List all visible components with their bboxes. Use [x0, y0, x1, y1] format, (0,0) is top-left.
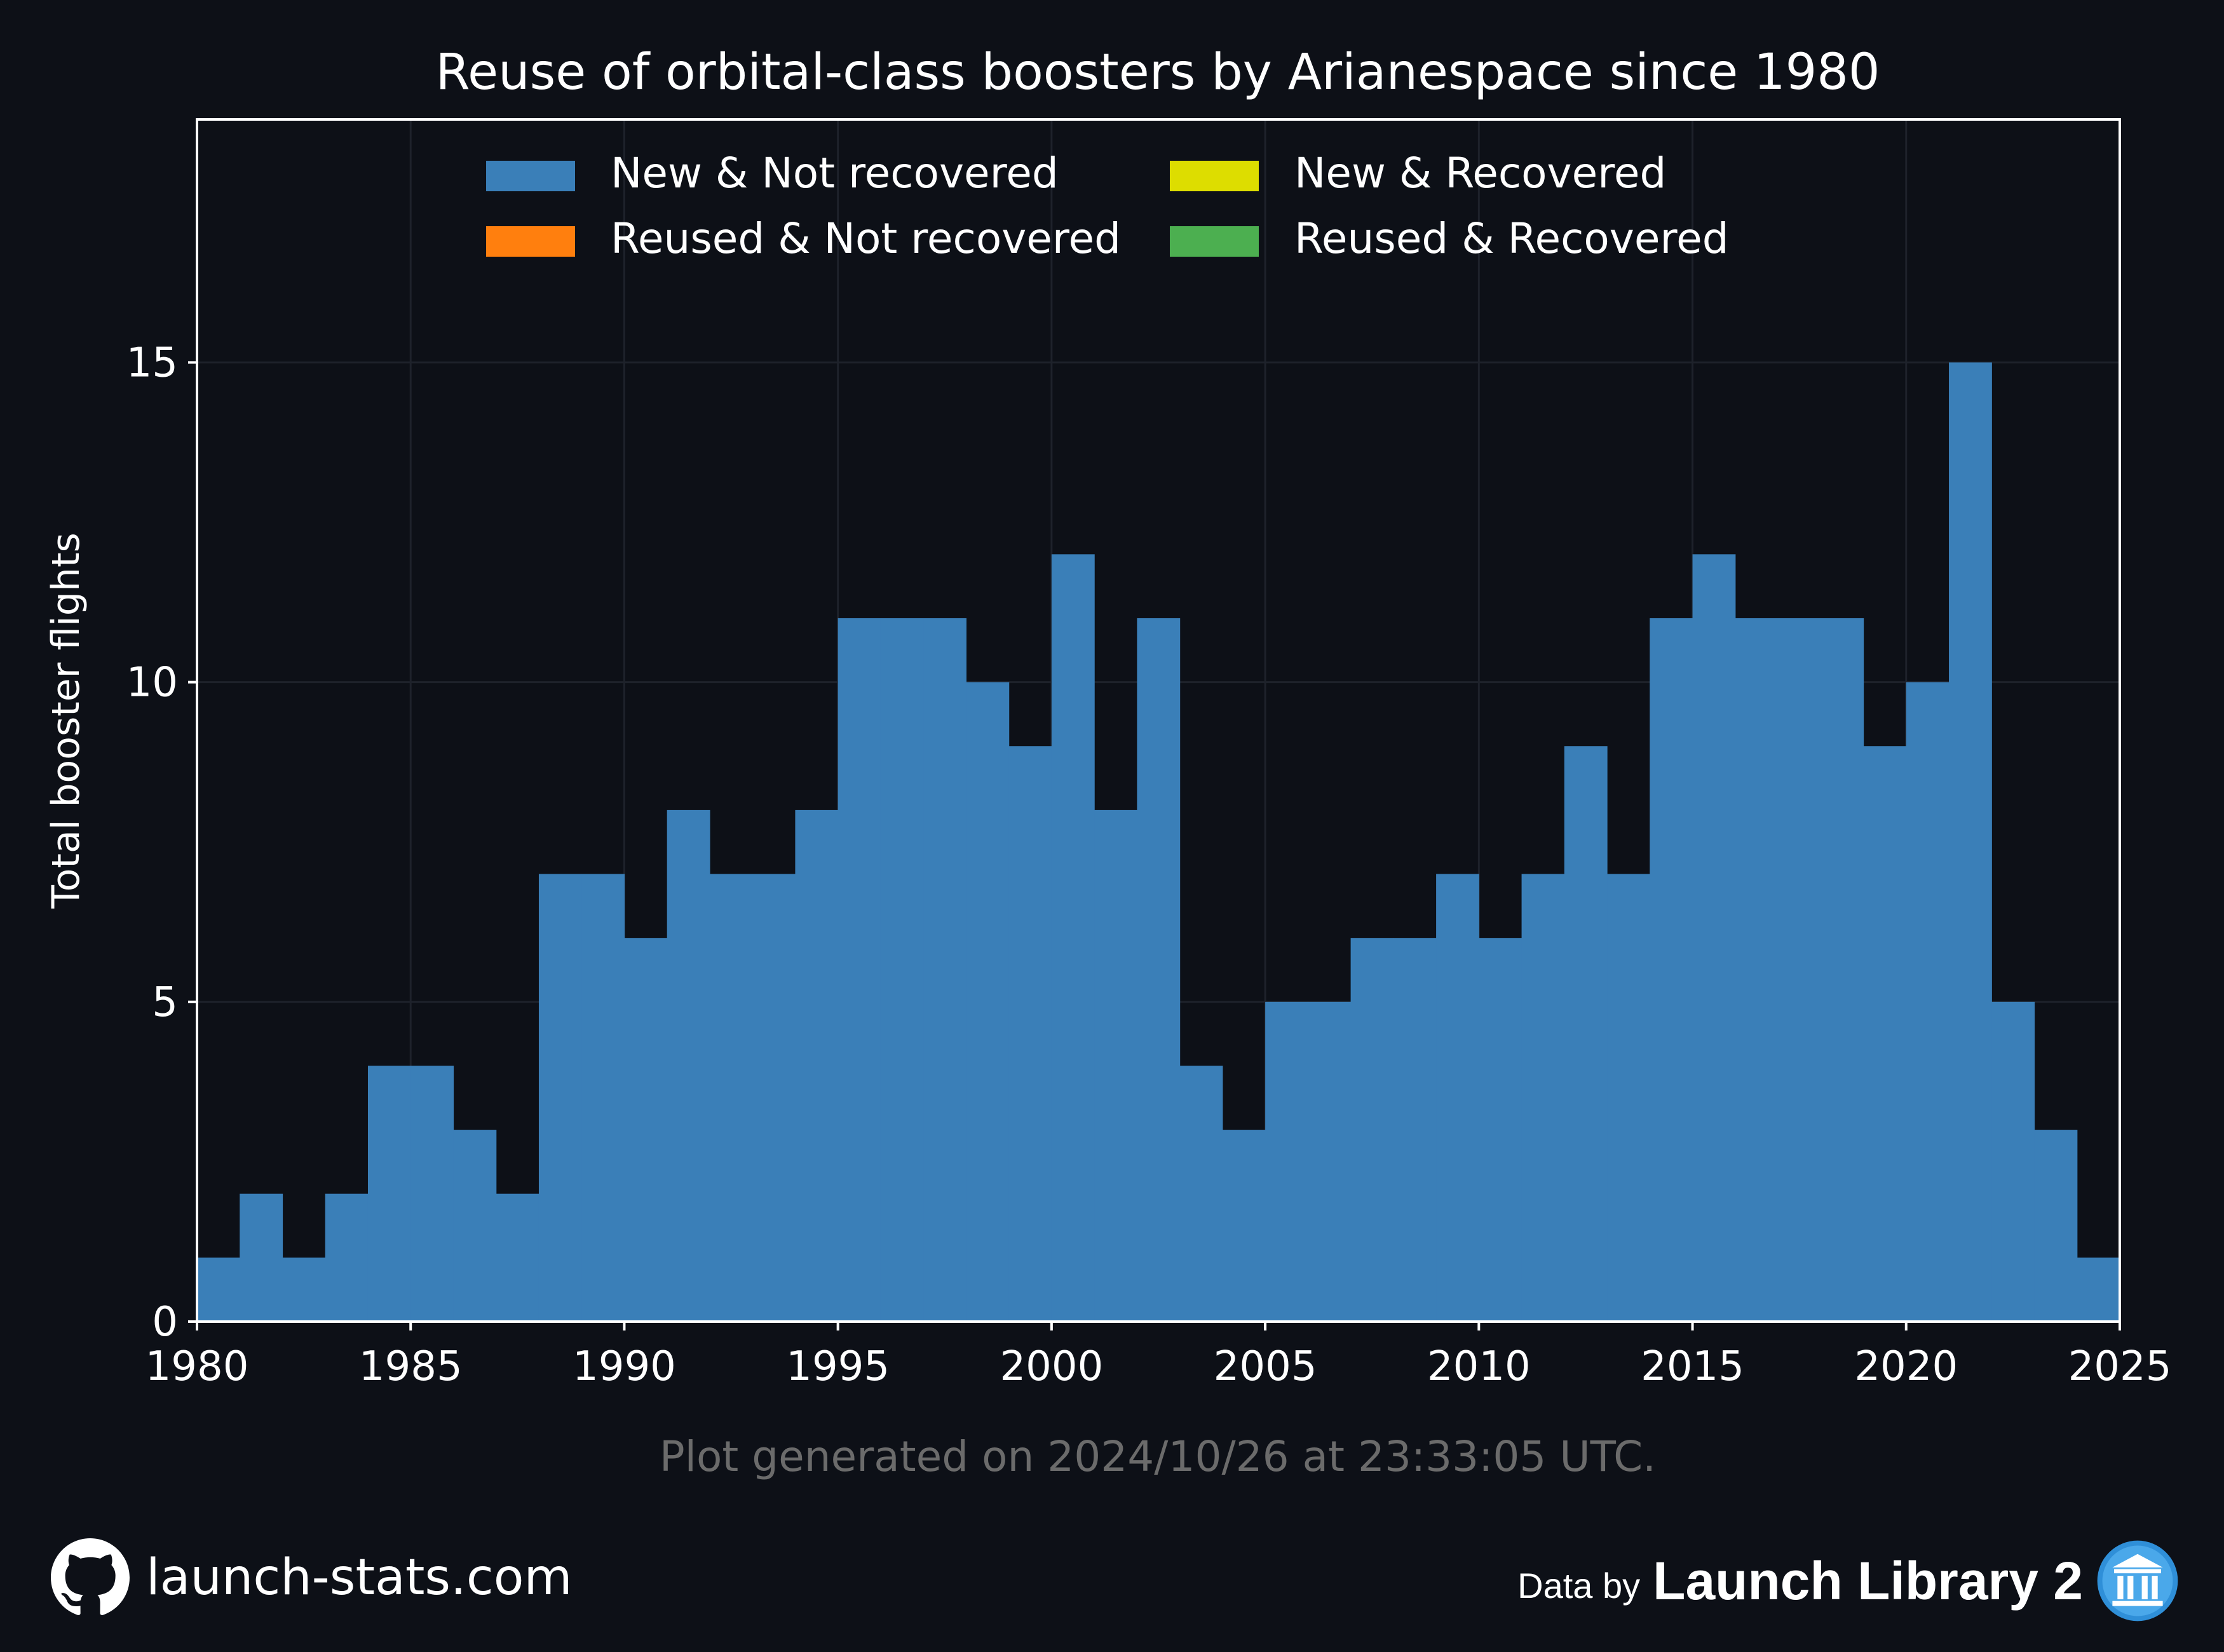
bar: [496, 1193, 539, 1322]
chart-title: Reuse of orbital-class boosters by Arian…: [435, 44, 1880, 101]
bar: [880, 618, 924, 1322]
bar: [1692, 554, 1736, 1322]
bar: [1179, 1066, 1223, 1322]
bar: [2034, 1130, 2078, 1322]
x-tick-label: 1995: [786, 1343, 890, 1390]
legend-label: Reused & Recovered: [1294, 214, 1729, 263]
bar: [1265, 1001, 1308, 1322]
bar: [282, 1257, 326, 1322]
bar: [410, 1066, 454, 1322]
bar: [1051, 554, 1095, 1322]
plot-frame: [196, 118, 2121, 1323]
bar: [1137, 618, 1181, 1322]
y-tick-label: 5: [152, 979, 178, 1026]
legend-swatch: [486, 226, 575, 257]
launch-library-label[interactable]: Launch Library 2: [1653, 1550, 2083, 1611]
bar: [1008, 746, 1052, 1322]
launch-library-icon: [2097, 1540, 2178, 1622]
bar: [1222, 1130, 1266, 1322]
legend: New & Not recovered Reused & Not recovere…: [486, 149, 1729, 263]
bar: [1863, 746, 1907, 1322]
bar: [1564, 746, 1608, 1322]
legend-swatch: [1170, 226, 1259, 257]
data-credit: Data by Launch Library 2: [1517, 1536, 2180, 1625]
bar: [581, 874, 625, 1322]
bar: [1521, 874, 1565, 1322]
legend-label: New & Not recovered: [611, 149, 1059, 198]
bar: [1821, 618, 1864, 1322]
bar: [667, 809, 710, 1322]
bar: [1949, 362, 1992, 1322]
legend-swatch: [1170, 161, 1259, 191]
x-tick-label: 2005: [1214, 1343, 1317, 1390]
x-tick-label: 1990: [573, 1343, 676, 1390]
x-tick-label: 1985: [359, 1343, 463, 1390]
bar: [1650, 618, 1693, 1322]
y-axis: 0 5 10 15: [126, 339, 197, 1346]
site-link[interactable]: launch-stats.com: [146, 1549, 573, 1606]
bar: [1350, 938, 1394, 1322]
bar: [367, 1066, 411, 1322]
y-axis-label: Total booster flights: [44, 532, 88, 909]
bar: [795, 809, 839, 1322]
github-icon: [51, 1538, 130, 1615]
x-axis: 1980 1985 1990 1995 2000 2005 2010 2015 2020 2025: [146, 1322, 2172, 1390]
bar: [1308, 1001, 1352, 1322]
bar: [837, 618, 881, 1322]
bar: [240, 1193, 283, 1322]
x-tick-label: 2010: [1427, 1343, 1531, 1390]
bar: [2077, 1257, 2120, 1322]
bar: [1991, 1001, 2035, 1322]
x-tick-label: 2020: [1854, 1343, 1958, 1390]
bar: [966, 682, 1010, 1322]
legend-swatch: [486, 161, 575, 191]
bar: [1778, 618, 1821, 1322]
x-tick-label: 1980: [146, 1343, 249, 1390]
y-tick-label: 15: [126, 339, 178, 386]
x-tick-label: 2025: [2068, 1343, 2172, 1390]
data-by-label: Data by: [1517, 1565, 1641, 1606]
bar: [624, 938, 668, 1322]
legend-label: New & Recovered: [1294, 149, 1666, 198]
bar: [1436, 874, 1479, 1322]
site-branding[interactable]: launch-stats.com: [51, 1536, 572, 1619]
bars: [197, 362, 2120, 1322]
legend-label: Reused & Not recovered: [611, 214, 1121, 263]
bar: [1906, 682, 1949, 1322]
bar: [325, 1193, 369, 1322]
bar: [752, 874, 796, 1322]
bar: [1479, 938, 1522, 1322]
bar: [1735, 618, 1779, 1322]
bar: [538, 874, 582, 1322]
y-tick-label: 0: [152, 1299, 178, 1346]
bar: [1607, 874, 1650, 1322]
x-tick-label: 2000: [1000, 1343, 1103, 1390]
bar: [1094, 809, 1137, 1322]
bar: [1393, 938, 1437, 1322]
bar: [453, 1130, 497, 1322]
x-tick-label: 2015: [1641, 1343, 1744, 1390]
plot-generated-note: Plot generated on 2024/10/26 at 23:33:05…: [660, 1432, 1656, 1481]
bar: [709, 874, 753, 1322]
bar: [923, 618, 966, 1322]
bar: [197, 1257, 240, 1322]
y-tick-label: 10: [126, 660, 178, 707]
